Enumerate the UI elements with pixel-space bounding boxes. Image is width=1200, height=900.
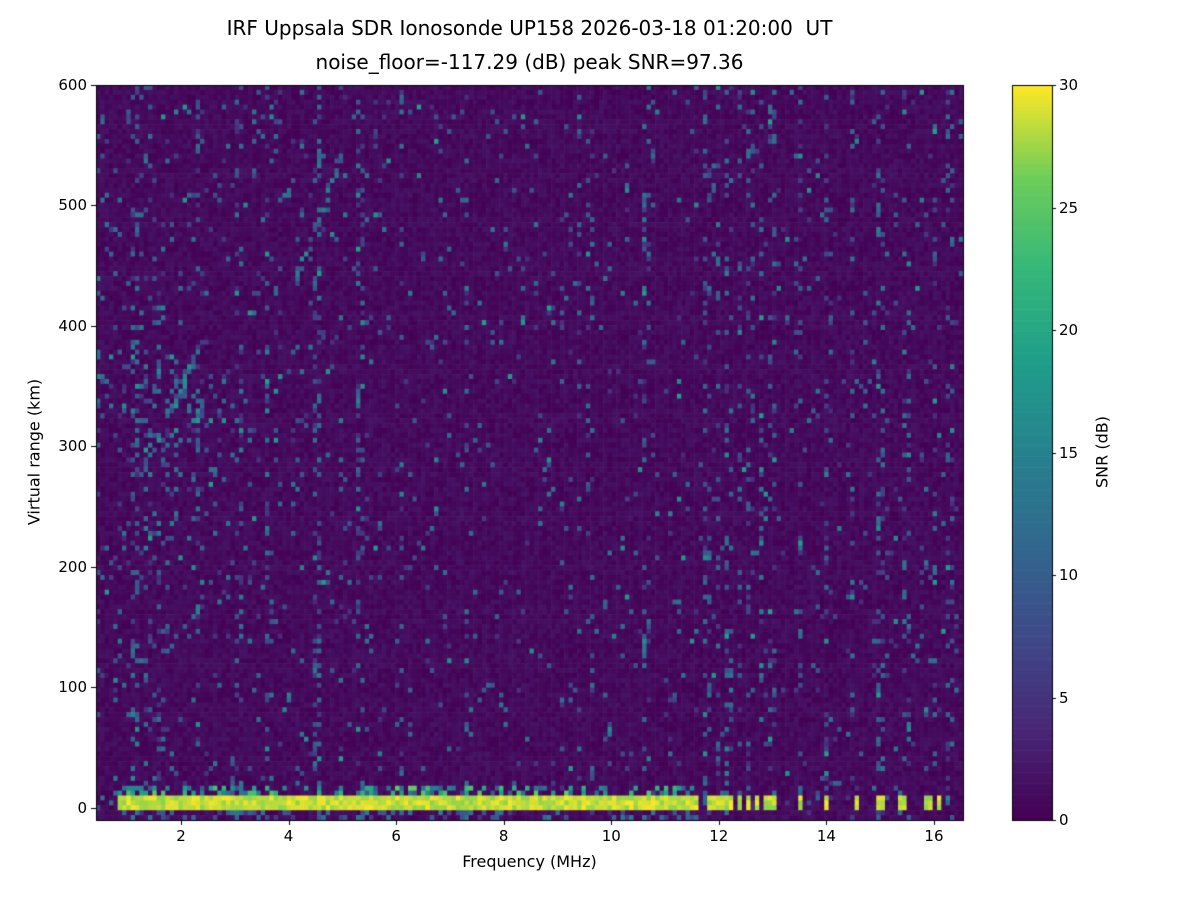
colorbar-tick-label: 20 — [1059, 321, 1079, 339]
colorbar-tick-label: 30 — [1059, 76, 1079, 94]
colorbar-tick-label: 25 — [1059, 198, 1079, 217]
x-tick-label: 12 — [709, 827, 729, 845]
chart-title: IRF Uppsala SDR Ionosonde UP158 2026-03-… — [226, 16, 833, 40]
colorbar-tick-label: 10 — [1059, 566, 1079, 584]
x-tick-label: 2 — [176, 827, 186, 845]
colorbar-tick-label: 5 — [1059, 688, 1069, 707]
colorbar-tick-label: 0 — [1059, 811, 1069, 829]
x-tick-label: 16 — [924, 827, 944, 845]
x-tick-label: 4 — [283, 827, 294, 845]
x-tick-label: 10 — [601, 827, 621, 845]
y-tick-label: 400 — [58, 316, 87, 335]
y-tick-label: 500 — [58, 196, 87, 215]
chart-subtitle: noise_floor=-117.29 (dB) peak SNR=97.36 — [315, 50, 744, 74]
y-tick-label: 300 — [58, 437, 87, 456]
x-axis-label: Frequency (MHz) — [462, 852, 597, 871]
colorbar-tick-label: 15 — [1059, 443, 1079, 462]
x-tick-label: 8 — [498, 827, 509, 845]
x-tick-label: 6 — [391, 827, 401, 845]
y-tick-label: 0 — [77, 798, 87, 817]
colorbar-label: SNR (dB) — [1092, 416, 1112, 488]
y-tick-label: 100 — [58, 678, 87, 697]
y-tick-label: 200 — [58, 557, 87, 576]
y-tick-label: 600 — [58, 76, 87, 94]
x-tick-label: 14 — [816, 827, 836, 845]
